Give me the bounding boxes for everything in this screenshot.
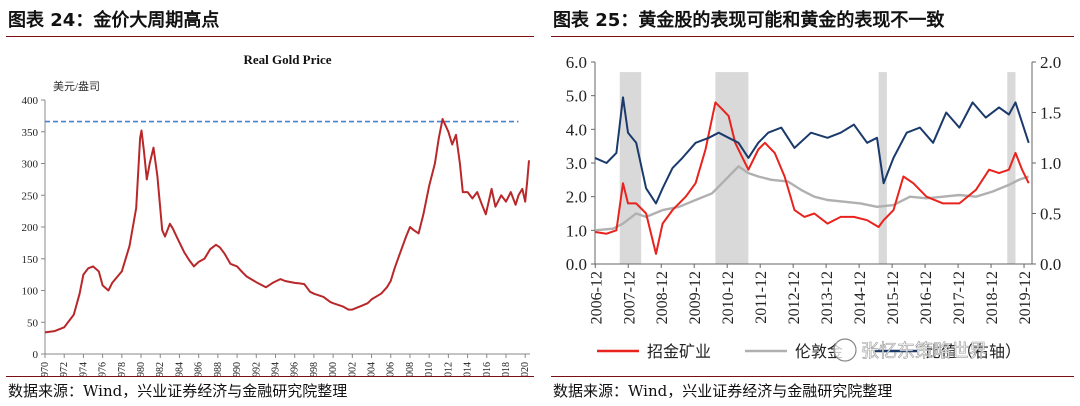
chart-title: Real Gold Price — [243, 52, 331, 67]
x-tick-label: 1988 — [213, 362, 224, 376]
watermark-text: 张忆东策略世界 — [861, 341, 987, 361]
right-y-tick-label: 1.5 — [1040, 104, 1061, 123]
left-figure-panel: 图表 24：金价大周期高点 Real Gold Price 美元/盎司 0 50 100… — [6, 10, 534, 400]
x-tick-label: 2014 — [463, 362, 474, 376]
left-y-tick-label: 5.0 — [566, 87, 587, 106]
x-tick-label: 2018-12 — [984, 271, 1001, 324]
x-tick-label: 1976 — [98, 362, 109, 376]
x-tick-label: 2015-12 — [885, 271, 902, 324]
ratio-line — [594, 96, 1030, 205]
right-y-tick-label: 2.0 — [1040, 53, 1061, 72]
x-tick-label: 1992 — [251, 362, 262, 376]
right-y-tick-label: 0.5 — [1040, 205, 1061, 224]
y-tick-label: 350 — [22, 127, 39, 139]
right-source-note: 数据来源：Wind，兴业证券经济与金融研究院整理 — [553, 382, 893, 400]
x-tick-label: 2006 — [386, 362, 397, 376]
shaded-period — [1007, 72, 1016, 264]
y-tick-label: 150 — [22, 254, 39, 266]
y-axis-label: 美元/盎司 — [53, 79, 100, 93]
x-tick-label: 2008-12 — [654, 271, 671, 324]
right-figure-title: 图表 25：黄金股的表现可能和黄金的表现不一致 — [553, 10, 945, 31]
left-source-note: 数据来源：Wind，兴业证券经济与金融研究院整理 — [8, 382, 348, 400]
right-source-rule — [551, 376, 1074, 377]
shaded-period — [715, 72, 749, 264]
x-tick-label: 1974 — [78, 362, 89, 376]
left-figure-title: 图表 24：金价大周期高点 — [8, 10, 220, 31]
y-tick-label: 200 — [22, 222, 39, 234]
gold-price-line — [44, 118, 530, 334]
x-tick-label: 1970 — [40, 362, 51, 376]
x-tick-label: 2002 — [347, 362, 358, 376]
x-tick-label: 2004 — [367, 362, 378, 376]
y-tick-label: 300 — [22, 159, 39, 171]
shaded-period — [619, 72, 642, 264]
right-title-rule — [551, 36, 1074, 37]
y-tick-label: 50 — [27, 317, 39, 329]
x-tick-label: 2016 — [482, 362, 493, 376]
x-tick-label: 1982 — [155, 362, 166, 376]
left-y-tick-label: 1.0 — [566, 221, 587, 240]
y-tick-label: 400 — [22, 95, 39, 107]
left-y-tick-label: 6.0 — [566, 53, 587, 72]
x-tick-label: 2017-12 — [951, 271, 968, 324]
x-tick-label: 2013-12 — [819, 271, 836, 324]
y-tick-label: 0 — [33, 349, 39, 361]
x-tick-label: 2012 — [443, 362, 454, 376]
x-tick-label: 2014-12 — [852, 271, 869, 324]
right-y-tick-label: 1.0 — [1040, 154, 1061, 173]
x-tick-label: 2016-12 — [918, 271, 935, 324]
x-tick-label: 2010-12 — [720, 271, 737, 324]
legend-label-ratio: 比值（右轴） — [925, 343, 1021, 361]
x-tick-label: 2012-12 — [786, 271, 803, 324]
left-y-tick-label: 0.0 — [566, 255, 587, 274]
x-tick-label: 1978 — [117, 362, 128, 376]
left-y-tick-label: 3.0 — [566, 154, 587, 173]
right-figure-panel: 图表 25：黄金股的表现可能和黄金的表现不一致 0.0 1.0 2.0 3.0 4.0 5… — [545, 0, 1080, 406]
x-tick-label: 2007-12 — [621, 271, 638, 324]
real-gold-price-chart: Real Gold Price 美元/盎司 0 50 100 150 200 250 300 35… — [22, 52, 532, 376]
x-tick-label: 1990 — [232, 362, 243, 376]
x-tick-label: 2018 — [501, 362, 512, 376]
legend-label-gold-miners: 招金矿业 — [647, 343, 711, 361]
x-tick-label: 1984 — [174, 362, 185, 376]
y-tick-label: 100 — [22, 286, 39, 298]
x-tick-label: 1996 — [290, 362, 301, 376]
x-tick-label: 1972 — [59, 362, 70, 376]
watermark: 张忆东策略世界 — [833, 338, 987, 362]
right-y-tick-label: 0.0 — [1040, 255, 1061, 274]
x-tick-label: 2008 — [405, 362, 416, 376]
x-tick-label: 2000 — [328, 362, 339, 376]
x-tick-label: 1980 — [136, 362, 147, 376]
x-tick-label: 1994 — [270, 362, 281, 376]
x-tick-label: 2019-12 — [1017, 271, 1034, 324]
x-tick-label: 2006-12 — [588, 271, 605, 324]
legend-label-london-gold: 伦敦金 — [795, 343, 843, 361]
y-tick-label: 250 — [22, 190, 39, 202]
shaded-period — [878, 72, 887, 264]
left-y-tick-label: 4.0 — [566, 120, 587, 139]
x-tick-label: 2009-12 — [687, 271, 704, 324]
x-tick-label: 1986 — [194, 362, 205, 376]
gold-miners-line — [594, 101, 1030, 255]
x-tick-label: 1998 — [309, 362, 320, 376]
gold-stock-vs-gold-chart: 0.0 1.0 2.0 3.0 4.0 5.0 6.0 0.0 0.5 1.0 1.5 2.0 2006… — [566, 53, 1061, 362]
left-source-rule — [6, 376, 534, 377]
x-tick-label: 2011-12 — [753, 271, 770, 324]
left-y-tick-label: 2.0 — [566, 188, 587, 207]
london-gold-line — [594, 165, 1030, 232]
x-tick-label: 2020 — [520, 362, 531, 376]
x-tick-label: 2010 — [424, 362, 435, 376]
left-title-rule — [6, 36, 534, 37]
wechat-icon — [833, 338, 857, 362]
